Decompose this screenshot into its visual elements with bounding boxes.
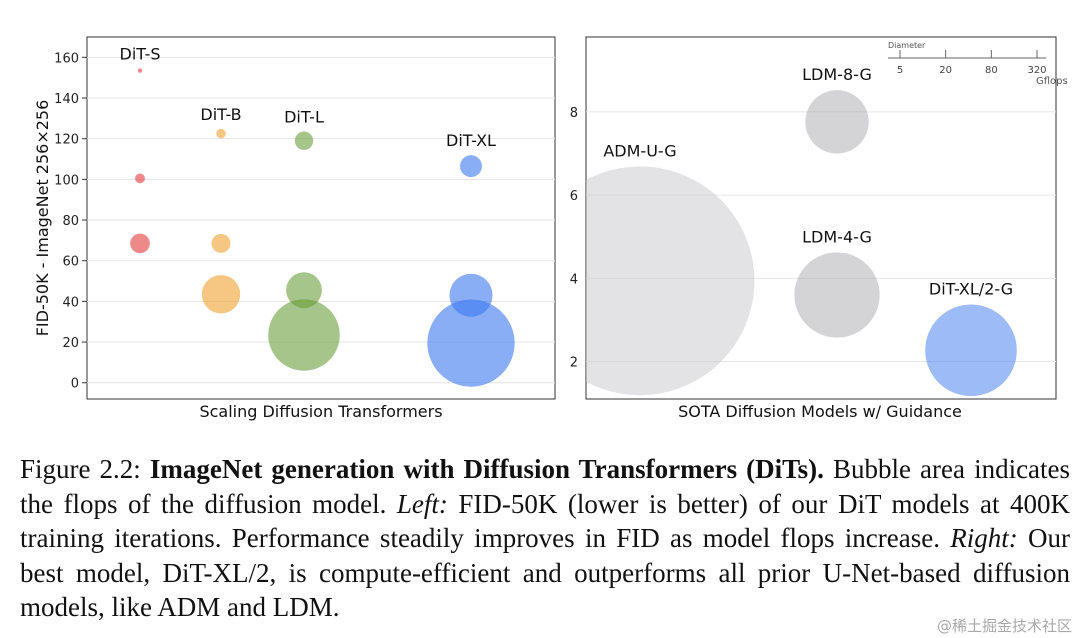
bubble-dit-xl [460, 155, 482, 178]
caption-right-label: Right: [950, 523, 1018, 553]
caption-text-3: Our best model, DiT-XL/2, is compute-eff… [20, 523, 1071, 622]
left-y-tick-label: 60 [62, 255, 79, 270]
left-series-labels: DiT-S DiT-B DiT-L DiT-XL [120, 44, 497, 150]
bubble-dit-xl [449, 273, 493, 317]
left-y-tick-label: 160 [54, 51, 79, 66]
bubble-dit-b [211, 233, 231, 253]
right-model-labels: ADM-U-G LDM-8-G LDM-4-G DiT-XL/2-G [603, 65, 1013, 298]
caption-label: Figure 2.2: [20, 454, 141, 484]
caption-text-1: Bubble area indicates the flops of the d… [20, 454, 1071, 519]
left-y-tick-label: 40 [62, 295, 79, 310]
bubble-ldm-8-g [805, 90, 869, 154]
size-legend-tick-label: 80 [985, 65, 998, 76]
right-y-tick-label: 4 [570, 272, 578, 287]
right-y-tick-label: 2 [570, 356, 578, 371]
series-label: DiT-XL [446, 131, 496, 150]
bubble-dit-l [286, 272, 322, 309]
size-legend: Diameter 5 20 80 320 Gflops [888, 41, 1068, 87]
bubble-dit-l [294, 131, 314, 150]
bubble-dit-l [268, 299, 340, 371]
size-legend-tick-label: 20 [939, 65, 952, 76]
left-y-tick-label: 0 [71, 377, 79, 392]
caption-title: ImageNet generation with Diffusion Trans… [149, 454, 824, 484]
left-y-tick-label: 100 [54, 173, 79, 188]
right-bubbles [586, 90, 1017, 397]
left-x-axis-label: Scaling Diffusion Transformers [199, 402, 442, 421]
right-x-axis-label: SOTA Diffusion Models w/ Guidance [678, 402, 962, 421]
size-legend-tick-label: 5 [897, 65, 903, 76]
left-y-tick-label: 20 [62, 336, 79, 351]
bubble-dit-b [216, 128, 226, 139]
size-legend-unit: Gflops [1036, 76, 1068, 87]
size-legend-tick-label: 320 [1027, 65, 1046, 76]
bubble-dit-xl-2-g [925, 304, 1017, 397]
bubble-dit-s [130, 233, 150, 254]
caption-text-2: FID-50K (lower is better) of our DiT mod… [20, 488, 1070, 554]
left-y-tick-label: 140 [54, 92, 79, 107]
right-y-ticks: 2 4 6 8 [570, 106, 578, 371]
series-label: DiT-S [120, 44, 161, 63]
series-label: DiT-L [284, 108, 324, 127]
bubble-dit-s [137, 68, 143, 73]
watermark: @稀土掘金技术社区 [936, 617, 1072, 635]
right-y-tick-label: 6 [570, 189, 578, 204]
left-y-axis-label: FID-50K - ImageNet 256×256 [33, 100, 52, 337]
bubble-adm-u-g [586, 166, 755, 396]
model-label: ADM-U-G [603, 141, 676, 160]
model-label: DiT-XL/2-G [929, 280, 1013, 299]
left-y-tick-label: 80 [62, 214, 79, 229]
bubble-dit-b [201, 275, 241, 314]
caption-left-label: Left: [396, 488, 448, 519]
figure-caption: Figure 2.2: ImageNet generation with Dif… [20, 452, 1070, 625]
right-y-tick-label: 8 [570, 106, 578, 121]
bubble-dit-s [135, 173, 145, 184]
bubble-dit-xl [427, 299, 515, 387]
model-label: LDM-4-G [802, 227, 872, 246]
left-bubbles [130, 68, 515, 387]
size-legend-title: Diameter [888, 41, 926, 50]
model-label: LDM-8-G [802, 65, 872, 84]
left-y-tick-label: 120 [54, 133, 79, 148]
left-y-ticks: 0 20 40 60 80 100 120 140 160 [54, 51, 87, 392]
right-chart: 2 4 6 8 ADM-U-G LDM-8-G LDM-4-G DiT-XL/2-G Dia… [570, 36, 1068, 421]
size-legend-ticks: 5 20 80 320 [897, 50, 1047, 76]
bubble-ldm-4-g [794, 252, 880, 338]
series-label: DiT-B [200, 105, 241, 124]
